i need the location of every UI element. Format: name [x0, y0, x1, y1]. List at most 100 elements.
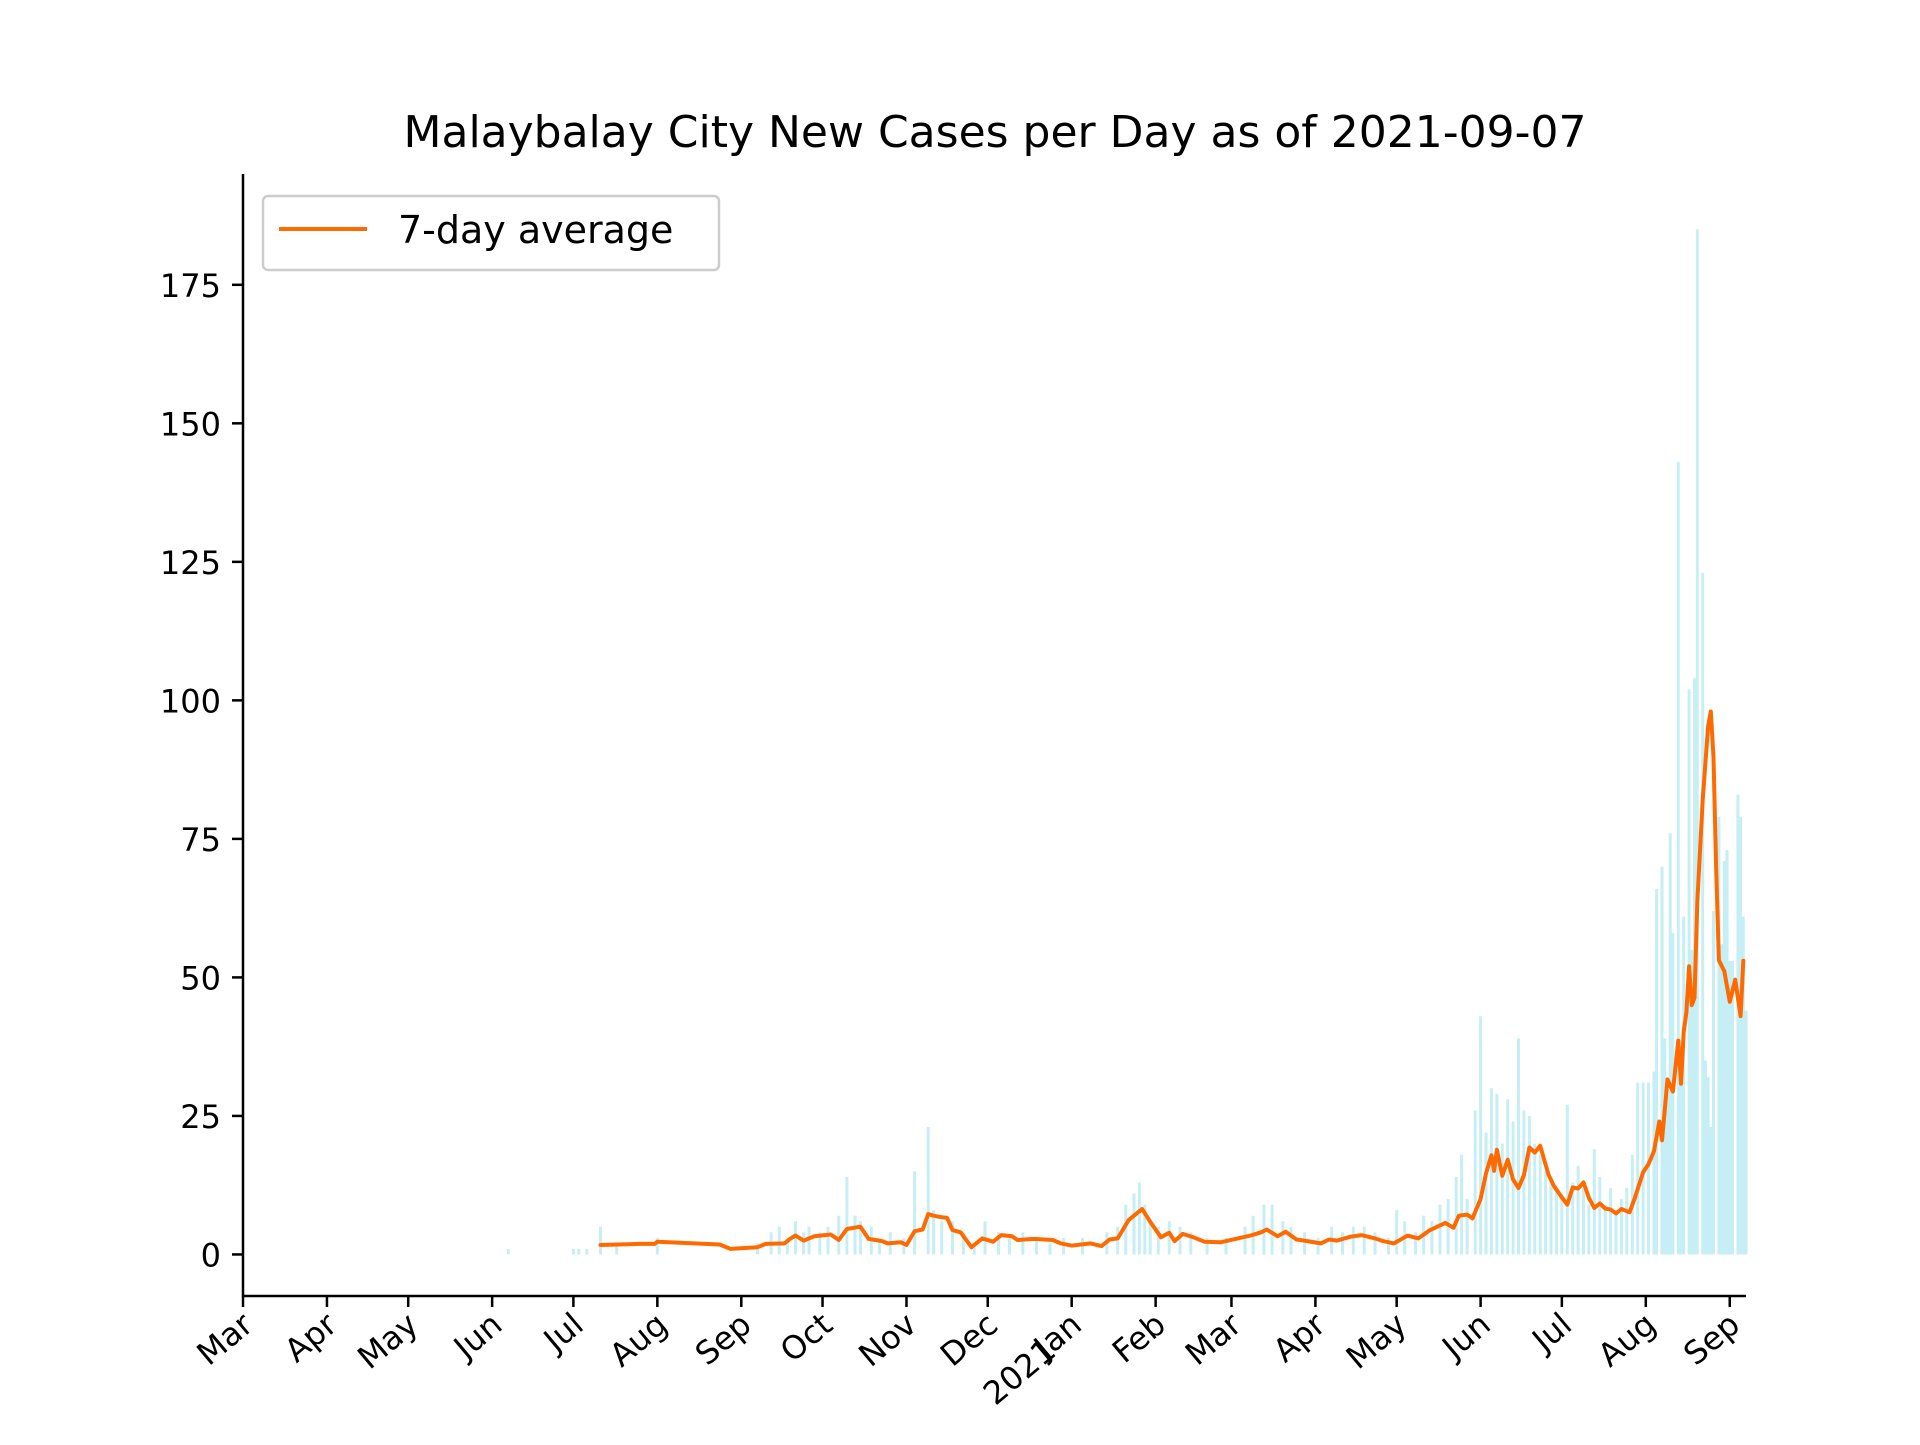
daily-case-bar: [1712, 910, 1715, 1255]
daily-case-bar: [1603, 1204, 1607, 1255]
daily-case-bar: [1725, 850, 1729, 1255]
daily-case-bar: [1303, 1232, 1307, 1255]
daily-case-bar: [1387, 1237, 1390, 1255]
x-tick-label: Oct: [773, 1305, 840, 1370]
daily-case-bar: [1270, 1204, 1274, 1255]
daily-case-bar: [1660, 866, 1664, 1255]
seven-day-average-line: [598, 709, 1746, 1251]
daily-case-bar: [858, 1221, 862, 1255]
daily-case-bar: [1571, 1182, 1575, 1255]
daily-case-bar: [1533, 1143, 1537, 1255]
daily-case-bar: [1473, 1110, 1477, 1255]
daily-case-bar: [1549, 1176, 1553, 1255]
daily-case-bar: [1137, 1182, 1141, 1255]
daily-case-bar: [1671, 933, 1675, 1255]
daily-case-bar: [1703, 1060, 1707, 1255]
daily-case-bar: [1341, 1232, 1344, 1255]
daily-case-bar: [1544, 1171, 1548, 1255]
x-tick-label: Dec: [933, 1305, 1005, 1374]
daily-case-bar: [1636, 1082, 1640, 1255]
daily-case-bar: [877, 1237, 881, 1255]
daily-case-bar: [1414, 1232, 1418, 1255]
daily-case-bar: [1021, 1232, 1025, 1255]
daily-case-bar: [1676, 462, 1680, 1255]
daily-case-bar: [1205, 1237, 1209, 1255]
daily-case-bar: [837, 1215, 841, 1255]
x-tick-label: May: [1339, 1305, 1414, 1377]
x-tick-label: May: [350, 1305, 425, 1377]
y-tick-label: 100: [160, 682, 221, 720]
daily-case-bar: [1506, 1099, 1510, 1255]
daily-case-bar: [802, 1232, 806, 1255]
daily-case-bar: [1465, 1199, 1469, 1255]
daily-case-bar: [1527, 1115, 1531, 1255]
daily-case-bar: [1739, 816, 1743, 1255]
daily-case-bar: [1565, 1104, 1569, 1255]
daily-case-bar: [1281, 1221, 1285, 1255]
x-tick-label: Aug: [1591, 1305, 1663, 1374]
daily-case-bar: [1668, 833, 1672, 1255]
daily-case-bar: [1720, 944, 1724, 1255]
daily-case-bar: [1178, 1226, 1182, 1255]
x-tick-label: Jun: [1433, 1305, 1497, 1368]
daily-case-bar: [1316, 1237, 1320, 1255]
daily-case-bar: [1460, 1154, 1464, 1255]
daily-case-bar: [1454, 1176, 1458, 1255]
daily-case-bar: [1701, 572, 1705, 1255]
x-tick-label: Mar: [189, 1304, 260, 1372]
daily-case-bar: [1663, 1038, 1667, 1255]
daily-case-bar: [1289, 1226, 1293, 1255]
axes: [241, 174, 1746, 1298]
daily-case-bar: [1362, 1226, 1366, 1255]
daily-case-bar: [1619, 1199, 1623, 1255]
daily-case-bar: [902, 1237, 906, 1255]
daily-case-bar: [599, 1226, 602, 1255]
x-tick-label: Mar: [1178, 1304, 1249, 1372]
daily-case-bar: [1522, 1110, 1526, 1255]
x-tick-label: Jun: [445, 1305, 509, 1368]
daily-case-bar: [1706, 1077, 1710, 1255]
x-tick-label: Sep: [688, 1305, 759, 1373]
y-tick-label: 150: [160, 405, 221, 443]
daily-case-bar: [1189, 1232, 1193, 1255]
daily-case-bar: [1048, 1243, 1052, 1255]
legend-box: [261, 194, 721, 272]
x-tick-label: Apr: [277, 1304, 344, 1369]
daily-case-bar: [818, 1232, 822, 1255]
daily-case-bar: [1679, 1060, 1683, 1255]
daily-case-bar: [845, 1176, 849, 1255]
daily-case-bar: [1479, 1016, 1483, 1255]
x-tick-label: Feb: [1105, 1305, 1173, 1371]
y-tick-label: 175: [160, 267, 221, 305]
daily-case-bar: [1484, 1132, 1488, 1255]
daily-case-bar: [1156, 1226, 1160, 1255]
x-tick-label: Aug: [602, 1305, 674, 1374]
x-tick-label: Jul: [535, 1305, 591, 1360]
daily-case-bar: [1062, 1237, 1066, 1255]
daily-case-bar: [1148, 1221, 1152, 1255]
daily-case-bar: [1690, 949, 1694, 1255]
daily-case-bar: [1373, 1232, 1377, 1255]
x-tick-label: Nov: [851, 1305, 923, 1374]
legend: 7-day average: [261, 194, 721, 272]
daily-case-bar: [577, 1248, 581, 1255]
daily-case-bar: [1500, 1143, 1504, 1255]
daily-case-bar: [1489, 1088, 1493, 1255]
daily-case-bar: [1728, 960, 1732, 1255]
daily-case-bar: [1736, 794, 1740, 1255]
x-tick-label: Jul: [1523, 1305, 1579, 1360]
daily-case-bar: [951, 1221, 954, 1255]
x-tick-label: Sep: [1676, 1305, 1747, 1373]
daily-case-bar: [1647, 1082, 1650, 1255]
y-tick-label: 50: [180, 959, 221, 997]
daily-case-bar: [1717, 816, 1721, 1255]
daily-case-bar: [1655, 888, 1659, 1255]
daily-case-bar: [655, 1237, 659, 1255]
daily-case-bar: [1598, 1176, 1602, 1255]
daily-case-bar: [972, 1243, 976, 1255]
daily-case-bar: [1167, 1221, 1171, 1255]
daily-case-bar: [777, 1226, 781, 1255]
daily-case-bar: [961, 1232, 965, 1255]
